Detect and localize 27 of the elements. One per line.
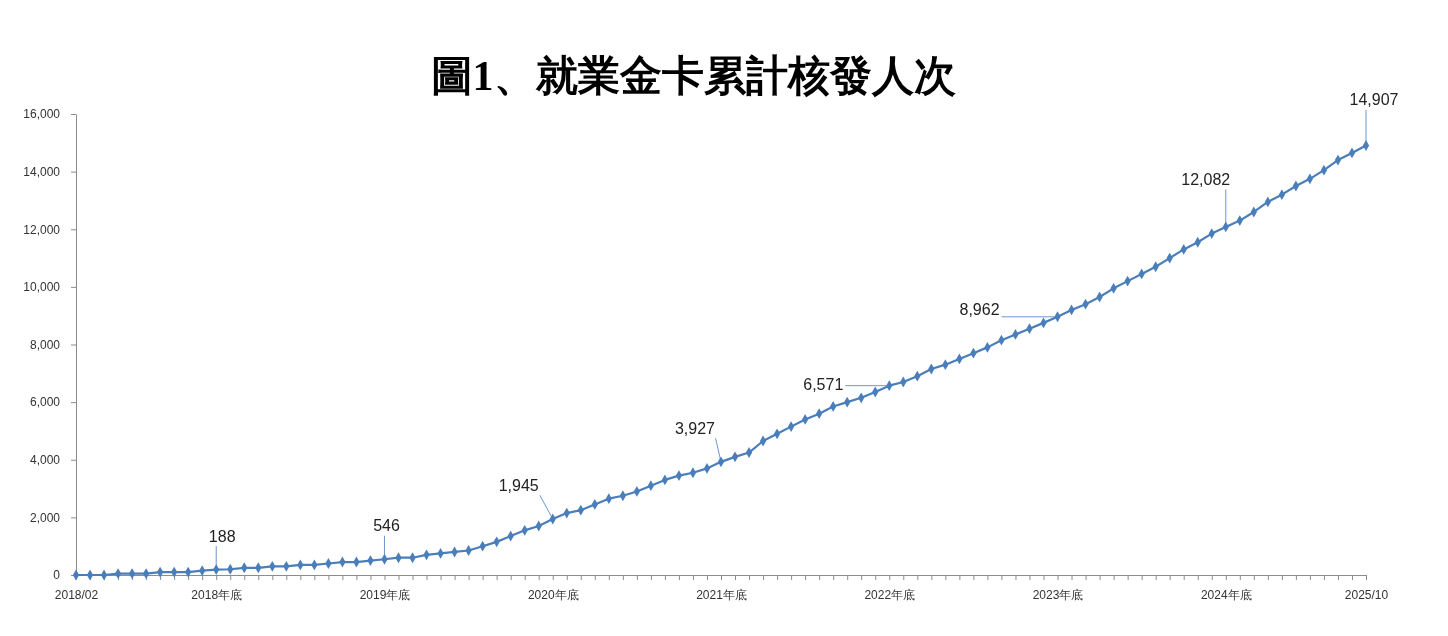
- y-tick-label: 0: [53, 568, 61, 583]
- data-label: 12,082: [1181, 170, 1231, 188]
- data-label: 546: [373, 516, 400, 534]
- x-tick-label: 2019年底: [359, 587, 411, 602]
- y-tick-label: 16,000: [23, 107, 61, 122]
- y-tick-label: 2,000: [29, 510, 61, 525]
- data-label: 6,571: [803, 375, 844, 393]
- chart-title: 圖1、就業金卡累計核發人次: [430, 53, 956, 99]
- x-tick-label: 2025/10: [1344, 587, 1389, 602]
- y-tick-label: 10,000: [23, 280, 61, 295]
- data-label: 14,907: [1349, 90, 1399, 108]
- x-tick-label: 2021年底: [696, 587, 747, 602]
- x-tick-label: 2018年底: [191, 587, 243, 602]
- x-tick-label: 2023年底: [1032, 587, 1084, 602]
- y-tick-label: 14,000: [23, 164, 61, 179]
- data-label: 3,927: [674, 419, 716, 437]
- x-tick-label: 2020年底: [527, 587, 579, 602]
- y-tick-label: 8,000: [29, 337, 61, 352]
- x-tick-label: 2018/02: [54, 587, 99, 602]
- data-label: 8,962: [959, 300, 1000, 318]
- data-label: 188: [208, 527, 236, 545]
- y-tick-label: 12,000: [23, 222, 61, 237]
- y-tick-label: 4,000: [29, 453, 61, 468]
- x-tick-label: 2024年底: [1200, 587, 1252, 602]
- x-tick-label: 2022年底: [864, 587, 916, 602]
- y-tick-label: 6,000: [29, 395, 61, 410]
- data-label: 1,945: [498, 476, 539, 494]
